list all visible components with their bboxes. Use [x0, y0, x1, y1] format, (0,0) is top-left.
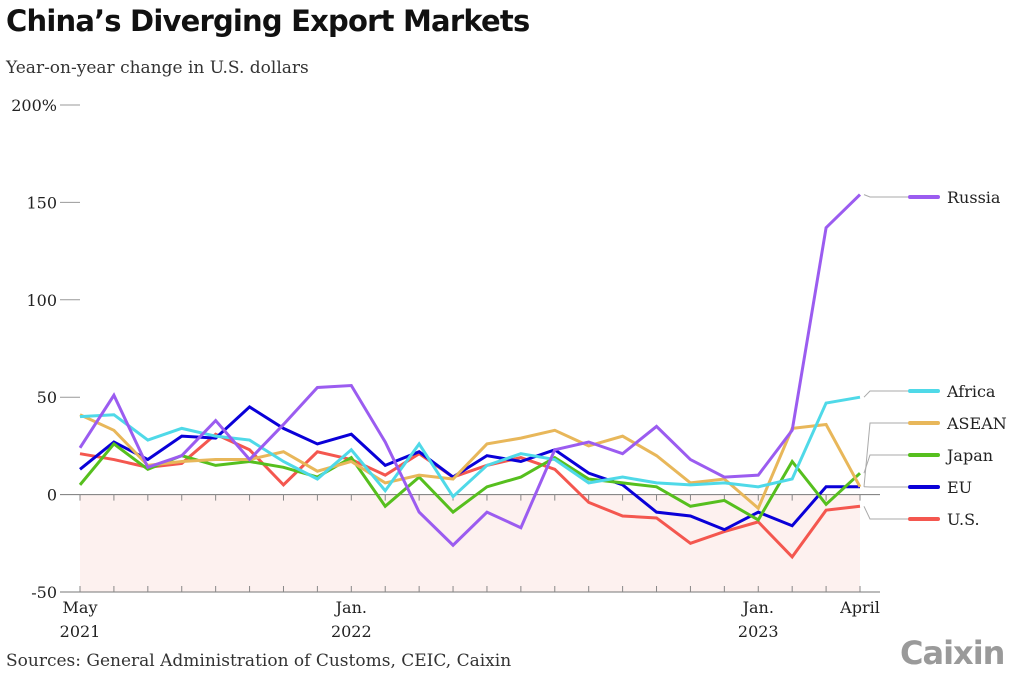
chart-title: China’s Diverging Export Markets [6, 4, 530, 38]
series-line-russia [78, 193, 862, 548]
legend-label-russia: Russia [947, 188, 1001, 207]
legend-leader-us [863, 506, 908, 520]
legend-leader-africa [863, 390, 908, 398]
series-line-japan [78, 441, 862, 522]
negative-region-shading [80, 494, 860, 592]
x-tick-label-year: 2022 [331, 622, 372, 641]
y-tick-label: 0 [47, 486, 57, 505]
caixin-logo: Caixin [900, 634, 1005, 672]
y-tick-label: 100 [26, 291, 57, 310]
x-tick-label: Jan. [334, 598, 367, 617]
legend-label-japan: Japan [945, 446, 993, 465]
legend-label-asean: ASEAN [946, 414, 1007, 433]
legend-label-us: U.S. [947, 510, 980, 529]
series-line-eu [79, 405, 860, 532]
x-tick-label: May [63, 598, 98, 617]
y-tick-label: 200% [11, 96, 57, 115]
y-tick-label: 50 [37, 388, 57, 407]
y-tick-label: 150 [26, 193, 57, 212]
y-tick-label: -50 [31, 583, 57, 602]
legend-leader-japan [863, 454, 908, 474]
chart-subtitle: Year-on-year change in U.S. dollars [6, 58, 309, 78]
x-tick-label: April [839, 598, 880, 617]
x-tick-label-year: 2023 [738, 622, 779, 641]
legend-leader-russia [863, 194, 908, 198]
x-tick-label-year: 2021 [60, 622, 101, 641]
legend-label-eu: EU [947, 478, 972, 497]
series-line-africa [79, 395, 861, 499]
x-tick-label: Jan. [741, 598, 774, 617]
source-note: Sources: General Administration of Custo… [6, 651, 512, 671]
legend-label-africa: Africa [946, 382, 996, 401]
